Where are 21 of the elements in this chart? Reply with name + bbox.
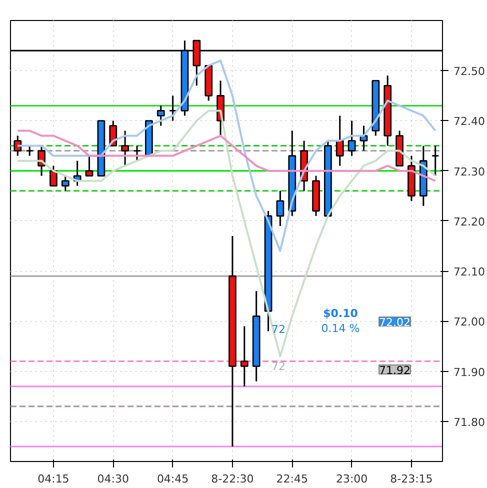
annotation: $0.10 (323, 307, 358, 320)
y-tick-label: 72.30 (454, 165, 485, 178)
x-tick-label: 23:00 (336, 472, 368, 486)
annotation: 0.14 % (321, 322, 360, 335)
y-tick-label: 72.10 (454, 266, 485, 279)
x-tick-label: 04:45 (156, 472, 189, 486)
annotation: 72.02 (379, 316, 411, 329)
y-tick-label: 71.90 (454, 366, 485, 379)
annotation: 72 (272, 360, 286, 373)
x-tick-label: 04:30 (97, 472, 129, 486)
x-tick-label: 8-23:15 (390, 472, 433, 486)
y-tick-label: 72.20 (454, 215, 485, 228)
y-tick-label: 72.00 (454, 316, 485, 329)
y-tick-label: 72.50 (454, 65, 485, 78)
x-tick-label: 8-22:30 (211, 472, 254, 486)
annotation: 72 (272, 323, 286, 336)
y-tick-label: 72.40 (454, 115, 485, 128)
x-tick-label: 04:15 (38, 472, 70, 486)
annotation: 71.92 (379, 364, 411, 377)
x-tick-label: 22:45 (276, 472, 308, 486)
y-tick-label: 71.80 (454, 416, 485, 429)
